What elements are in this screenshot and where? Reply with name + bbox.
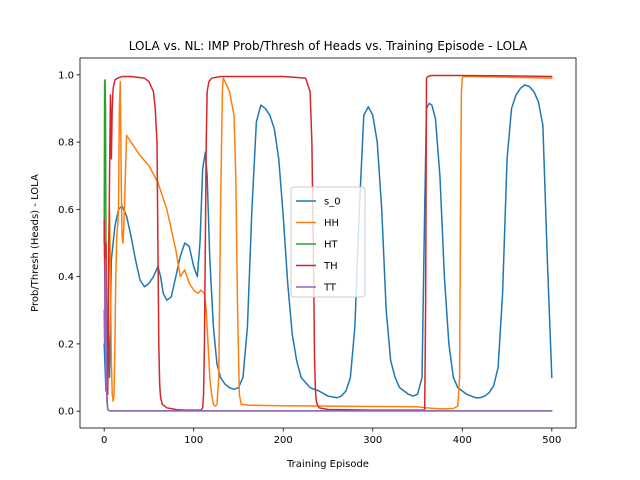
- legend-label: s_0: [324, 197, 341, 208]
- x-tick-label: 500: [542, 435, 561, 446]
- series-line-tt: [103, 259, 553, 412]
- legend-label: HH: [324, 218, 339, 229]
- plot-area: [79, 57, 577, 429]
- y-tick-label: 0.6: [58, 205, 74, 216]
- y-tick-label: 0.4: [58, 272, 74, 283]
- y-tick-label: 0.2: [58, 339, 74, 350]
- y-tick-label: 1.0: [58, 70, 74, 81]
- x-axis-title: Training Episode: [286, 459, 369, 470]
- series-group: [103, 74, 553, 412]
- series-line-s-0: [103, 84, 553, 399]
- y-axis-title: Prob/Thresh (Heads) - LOLA: [30, 174, 41, 312]
- legend-box: [290, 186, 366, 298]
- y-axis: 0.0 0.2 0.4 0.6 0.8 1.0: [58, 70, 80, 418]
- x-tick-label: 200: [274, 435, 293, 446]
- x-tick-label: 0: [101, 435, 107, 446]
- legend: s_0 HH HT TH TT: [290, 186, 366, 298]
- axes-frame: [79, 57, 577, 429]
- series-line-hh: [103, 75, 553, 410]
- y-tick-label: 0.8: [58, 138, 74, 149]
- x-tick-label: 300: [363, 435, 382, 446]
- x-tick-label: 100: [184, 435, 203, 446]
- x-axis: 0 100 200 300 400 500: [101, 428, 561, 446]
- chart-title: LOLA vs. NL: IMP Prob/Thresh of Heads vs…: [129, 39, 528, 53]
- legend-label: TH: [323, 261, 338, 272]
- legend-label: TT: [323, 283, 337, 294]
- y-tick-label: 0.0: [58, 407, 74, 418]
- x-tick-label: 400: [453, 435, 472, 446]
- legend-label: HT: [324, 240, 339, 251]
